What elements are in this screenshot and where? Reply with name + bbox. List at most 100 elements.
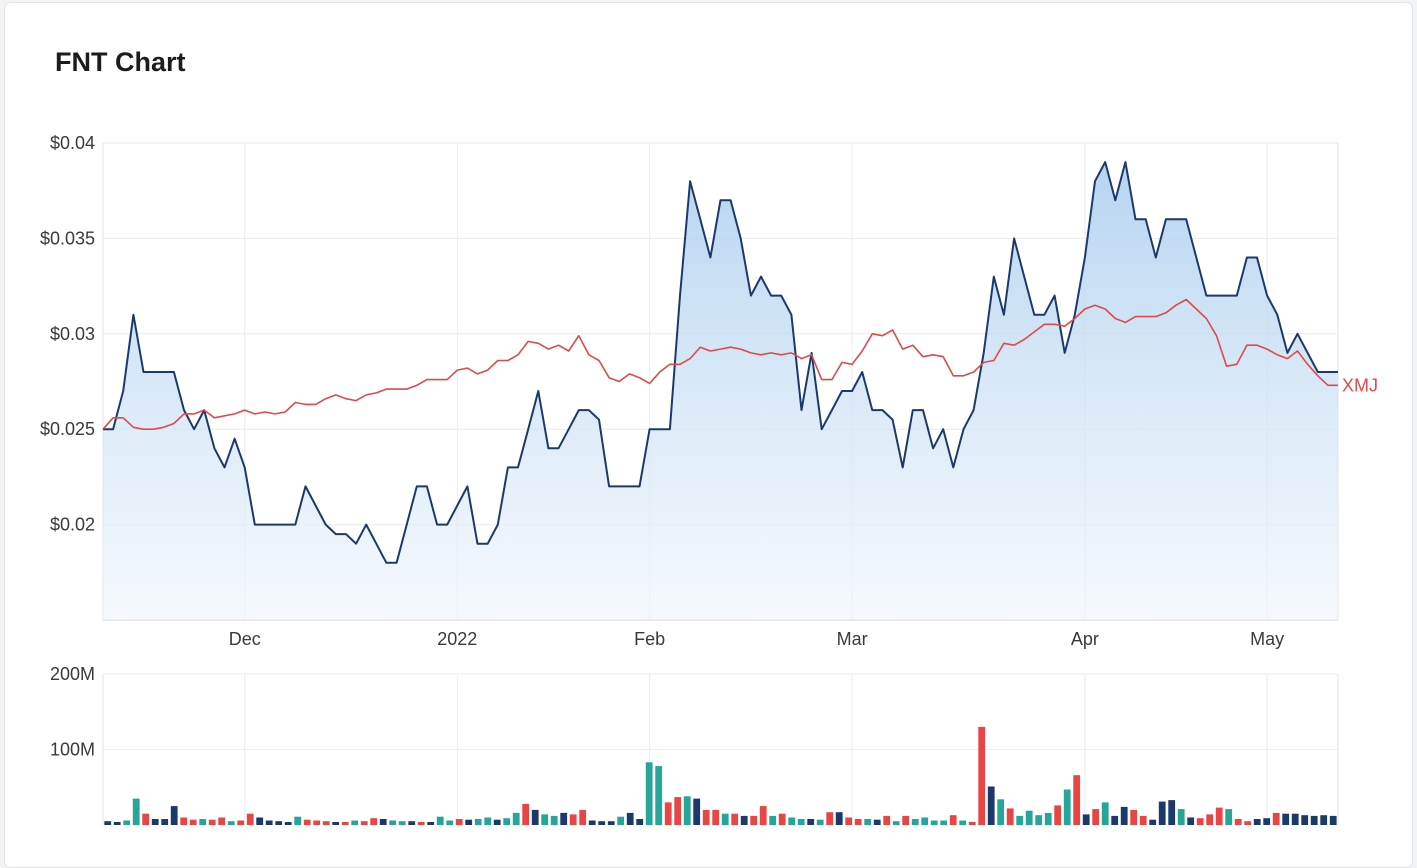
- volume-bar: [1149, 819, 1157, 825]
- volume-bar: [636, 819, 644, 825]
- volume-bar: [1177, 809, 1185, 825]
- volume-bar: [968, 822, 976, 825]
- volume-bar: [189, 819, 197, 825]
- volume-bar: [1054, 805, 1062, 825]
- volume-bar: [1082, 814, 1090, 825]
- volume-bar: [218, 817, 226, 825]
- volume-bar: [892, 821, 900, 825]
- volume-bar: [465, 819, 473, 825]
- volume-bar: [370, 818, 378, 825]
- volume-bar: [199, 819, 207, 825]
- volume-bar: [322, 821, 330, 825]
- y-tick-label: $0.025: [40, 419, 95, 439]
- volume-bar: [911, 819, 919, 825]
- volume-bar: [208, 819, 216, 825]
- volume-bar: [332, 822, 340, 825]
- volume-bar: [949, 815, 957, 825]
- volume-bar: [455, 819, 463, 825]
- volume-bar: [778, 813, 786, 825]
- volume-bar: [1063, 789, 1071, 825]
- volume-bar: [531, 809, 539, 825]
- volume-bar: [541, 814, 549, 825]
- volume-bar: [408, 821, 416, 825]
- volume-bar: [816, 819, 824, 825]
- volume-bar: [1120, 806, 1128, 825]
- y-tick-label: $0.02: [50, 515, 95, 535]
- volume-bar: [151, 819, 159, 825]
- volume-bar: [702, 809, 710, 825]
- volume-bar: [826, 812, 834, 825]
- volume-bar: [1025, 810, 1033, 825]
- volume-bar: [1168, 800, 1176, 825]
- volume-bar: [997, 799, 1005, 825]
- volume-bar: [978, 726, 986, 825]
- x-tick-label: Dec: [229, 629, 261, 649]
- volume-bar: [664, 802, 672, 825]
- volume-bar: [883, 815, 891, 825]
- volume-bar: [1158, 801, 1166, 825]
- volume-bar: [683, 796, 691, 825]
- volume-bar: [427, 822, 435, 825]
- volume-bar: [959, 820, 967, 825]
- price-plot-area: $0.04 $0.035 $0.03 $0.025 $0.02 Dec 2022 Feb Mar…: [40, 133, 1378, 649]
- volume-bar: [1215, 807, 1223, 825]
- volume-bar: [1130, 809, 1138, 825]
- price-line: [103, 161, 1338, 564]
- volume-y-tick-label: 200M: [50, 664, 95, 684]
- volume-bar: [617, 816, 625, 825]
- volume-bar: [1234, 819, 1242, 825]
- volume-bar: [569, 814, 577, 825]
- volume-bar: [398, 821, 406, 825]
- volume-bar: [161, 819, 169, 825]
- volume-bar: [1272, 812, 1280, 825]
- volume-bar: [170, 806, 178, 825]
- series-label-xmj: XMJ: [1342, 375, 1378, 395]
- volume-bar: [759, 806, 767, 825]
- volume-bar: [588, 820, 596, 825]
- volume-bar: [474, 819, 482, 825]
- volume-bar: [104, 821, 112, 825]
- volume-bar: [873, 819, 881, 825]
- volume-bar: [598, 821, 606, 825]
- volume-bar: [788, 817, 796, 825]
- volume-bar: [1282, 813, 1290, 825]
- volume-bar: [807, 819, 815, 825]
- volume-bar: [1225, 809, 1233, 825]
- volume-bar: [484, 817, 492, 825]
- volume-bar: [835, 812, 843, 825]
- volume-bar: [417, 822, 425, 825]
- volume-bar: [180, 817, 188, 825]
- price-area: [103, 162, 1338, 620]
- volume-bar: [864, 819, 872, 825]
- volume-bar: [930, 820, 938, 825]
- volume-bar: [1073, 775, 1081, 825]
- volume-bar: [740, 815, 748, 825]
- volume-bar: [351, 820, 359, 825]
- volume-bar: [750, 815, 758, 825]
- volume-bar: [693, 798, 701, 825]
- volume-bar: [721, 813, 729, 825]
- volume-bar: [1006, 808, 1014, 825]
- x-tick-label: Mar: [837, 629, 868, 649]
- volume-bar: [265, 820, 273, 825]
- volume-bar: [284, 822, 292, 825]
- volume-bar: [1320, 815, 1328, 825]
- volume-bar: [940, 820, 948, 825]
- volume-bar: [1092, 809, 1100, 825]
- volume-bar: [1187, 817, 1195, 825]
- y-tick-label: $0.03: [50, 324, 95, 344]
- volume-bar: [294, 816, 302, 825]
- y-tick-label: $0.04: [50, 133, 95, 153]
- x-tick-label: 2022: [437, 629, 477, 649]
- volume-bar: [607, 821, 615, 825]
- x-tick-label: May: [1250, 629, 1284, 649]
- index-line: [102, 298, 1338, 430]
- volume-bar: [902, 815, 910, 825]
- volume-bar: [512, 812, 520, 825]
- volume-bar: [522, 803, 530, 825]
- chart-title: FNT Chart: [55, 47, 186, 77]
- volume-bar: [987, 786, 995, 825]
- volume-bar: [1291, 813, 1299, 825]
- volume-y-tick-label: 100M: [50, 740, 95, 760]
- volume-bar: [256, 817, 264, 825]
